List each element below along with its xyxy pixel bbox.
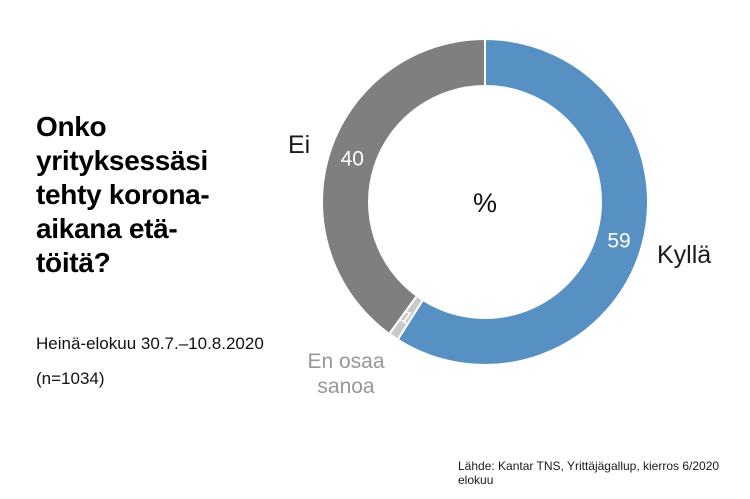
donut-slice-ei [321, 37, 486, 336]
donut-slice-kyllä [396, 37, 649, 366]
category-label-ei: Ei [288, 131, 311, 159]
donut-value-label-kyllä: 59 [607, 229, 630, 252]
category-label-en-osaa-sanoa: En osaa sanoa [307, 350, 385, 398]
sample-size: (n=1034) [36, 369, 105, 388]
question-title: Onko yrityksessäsi tehty korona- aikana … [36, 111, 210, 278]
donut-value-label-ei: 40 [341, 147, 364, 170]
survey-period: Heinä-elokuu 30.7.–10.8.2020 [36, 334, 264, 353]
donut-center-unit-label: % [472, 188, 497, 218]
source-note: Lähde: Kantar TNS, Yrittäjägallup, kierr… [458, 459, 720, 487]
category-label-kylla: Kyllä [657, 241, 712, 269]
